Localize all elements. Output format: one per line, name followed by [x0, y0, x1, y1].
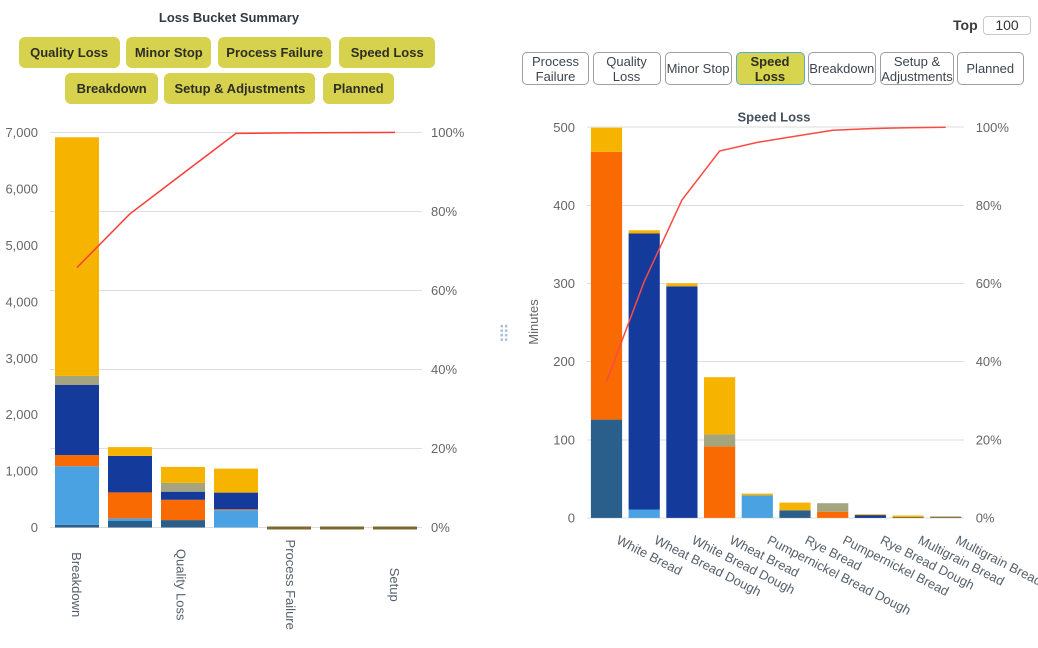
svg-text:Process Failure: Process Failure: [283, 540, 298, 630]
svg-text:60%: 60%: [431, 283, 457, 298]
svg-text:0%: 0%: [976, 511, 995, 526]
svg-text:80%: 80%: [976, 198, 1002, 213]
svg-text:2,000: 2,000: [5, 407, 38, 422]
svg-text:40%: 40%: [431, 362, 457, 377]
svg-text:Quality Loss: Quality Loss: [174, 549, 189, 621]
svg-text:7,000: 7,000: [5, 125, 38, 140]
svg-text:500: 500: [553, 120, 575, 135]
svg-text:Setup: Setup: [387, 568, 402, 602]
svg-text:6,000: 6,000: [5, 181, 38, 196]
svg-text:Speed Loss: Speed Loss: [738, 110, 811, 125]
svg-text:4,000: 4,000: [5, 294, 38, 309]
svg-text:1,000: 1,000: [5, 464, 38, 479]
svg-text:100: 100: [553, 432, 575, 447]
svg-text:0: 0: [568, 511, 575, 526]
svg-text:3,000: 3,000: [5, 351, 38, 366]
svg-text:0%: 0%: [431, 520, 450, 535]
svg-text:20%: 20%: [976, 432, 1002, 447]
svg-text:0: 0: [31, 520, 38, 535]
svg-text:100%: 100%: [431, 125, 465, 140]
svg-text:Minutes: Minutes: [526, 299, 541, 345]
svg-text:60%: 60%: [976, 276, 1002, 291]
svg-text:100%: 100%: [976, 120, 1010, 135]
svg-text:200: 200: [553, 354, 575, 369]
svg-text:80%: 80%: [431, 204, 457, 219]
svg-text:5,000: 5,000: [5, 238, 38, 253]
svg-text:20%: 20%: [431, 441, 457, 456]
svg-text:400: 400: [553, 198, 575, 213]
svg-text:Breakdown: Breakdown: [69, 552, 84, 617]
svg-text:300: 300: [553, 276, 575, 291]
svg-text:40%: 40%: [976, 354, 1002, 369]
